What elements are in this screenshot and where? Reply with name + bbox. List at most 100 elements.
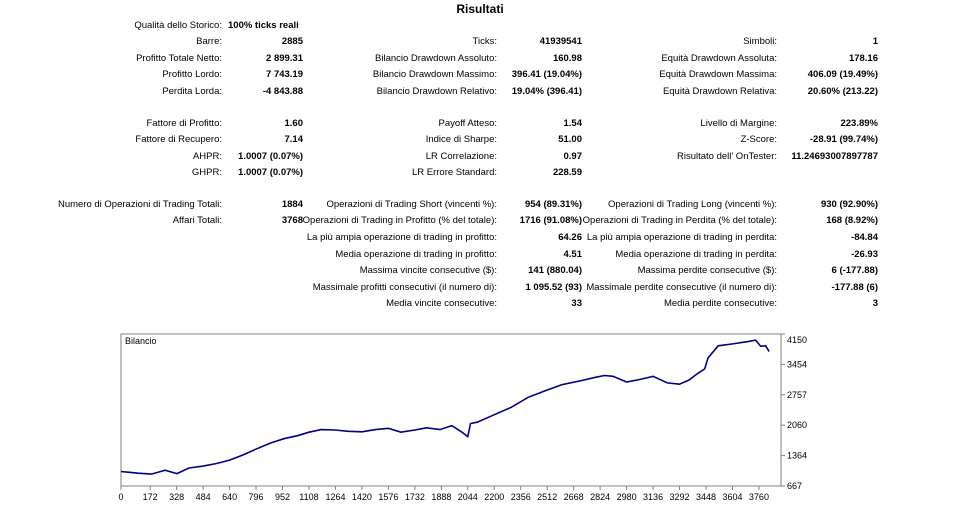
stat-label: Equità Drawdown Massima: [659, 69, 777, 80]
trade-stat-value: 3 [872, 298, 878, 309]
stat-label: Bilancio Drawdown Massimo: [372, 69, 497, 80]
stat-label: Ticks: [472, 36, 497, 47]
stat-row: Equità Drawdown Relativa: 20.60% (213.22) [0, 85, 960, 99]
trade-stat-value: 1716 (91.08%) [519, 215, 582, 226]
trade-stat-label: Massima perdite consecutive ($): [637, 265, 777, 276]
x-tick-label: 2512 [537, 492, 557, 502]
trade-stat-row: Massima perdite consecutive ($): 6 (-177.… [0, 264, 960, 278]
x-tick-label: 2200 [484, 492, 504, 502]
trade-stat-row: La più ampia operazione di trading in pe… [0, 231, 960, 245]
trade-stat-row: Operazioni di Trading in Perdita (% del … [0, 214, 960, 228]
trade-stat-label: Massimale perdite consecutive (il numero… [586, 282, 777, 293]
x-tick-label: 3760 [749, 492, 769, 502]
trade-stat-value: 168 (8.92%) [826, 215, 878, 226]
trade-stat-value: 930 (92.90%) [820, 199, 878, 210]
stat-value: 7.14 [284, 134, 304, 145]
trade-stat-label: Affari Totali: [172, 215, 222, 226]
trade-stat-value: 141 (880.04) [528, 265, 582, 276]
stat-value: -4 843.88 [262, 86, 303, 97]
stat-row: AHPR: 1.0007 (0.07%) [0, 150, 960, 164]
trade-stat-row: Media vincite consecutive: 33 [0, 297, 960, 311]
y-tick-label: 3454 [787, 359, 807, 369]
stat-label: Barre: [196, 36, 222, 47]
stat-label: Fattore di Recupero: [135, 134, 222, 145]
x-tick-label: 484 [196, 492, 211, 502]
x-tick-label: 2668 [564, 492, 584, 502]
x-tick-label: 3292 [670, 492, 690, 502]
stat-value: 1.54 [563, 118, 583, 129]
trade-stat-label: Operazioni di Trading Long (vincenti %): [608, 199, 777, 210]
trade-stat-row: Media perdite consecutive: 3 [0, 297, 960, 311]
chart-title: Bilancio [125, 336, 157, 346]
stat-row: Fattore di Recupero: 7.14 [0, 133, 960, 147]
x-tick-label: 796 [249, 492, 264, 502]
stat-label: Profitto Lordo: [162, 69, 222, 80]
x-tick-label: 1732 [405, 492, 425, 502]
trade-stat-row: Affari Totali: 3768 [0, 214, 960, 228]
stat-label: Perdita Lorda: [162, 86, 222, 97]
stat-row: Simboli: 1 [0, 35, 960, 49]
balance-chart-svg: Bilancio 4150 3454 2757 2060 1364 667 0 172 328 48… [118, 333, 807, 502]
trade-stat-value: 33 [571, 298, 582, 309]
stat-value: 11.24693007897787 [791, 151, 878, 162]
stat-row: Ticks: 41939541 [0, 35, 960, 49]
stat-row: GHPR: 1.0007 (0.07%) [0, 166, 960, 180]
stat-label: Livello di Margine: [700, 118, 777, 129]
stat-value: 406.09 (19.49%) [807, 69, 878, 80]
stat-label: LR Errore Standard: [411, 167, 497, 178]
x-tick-label: 952 [275, 492, 290, 502]
stat-row: Perdita Lorda: -4 843.88 [0, 85, 960, 99]
x-tick-label: 3136 [643, 492, 663, 502]
trade-stat-row: Operazioni di Trading Short (vincenti %)… [0, 198, 960, 212]
trade-stat-label: La più ampia operazione di trading in pe… [586, 232, 777, 243]
y-tick-label: 2757 [787, 390, 807, 400]
stat-value: 2 899.31 [266, 53, 303, 64]
trade-stat-label: Massimale profitti consecutivi (il numer… [312, 282, 497, 293]
x-tick-label: 1420 [352, 492, 372, 502]
stat-label: Equità Drawdown Assoluta: [661, 53, 777, 64]
stat-value: 2885 [281, 36, 303, 47]
balance-series-line [120, 339, 770, 475]
stat-row: Indice di Sharpe: 51.00 [0, 133, 960, 147]
x-tick-label: 640 [222, 492, 237, 502]
chart-frame [120, 333, 782, 487]
stat-row: Profitto Lordo: 7 743.19 [0, 68, 960, 82]
stat-row: Profitto Totale Netto: 2 899.31 [0, 52, 960, 66]
trade-stat-label: Operazioni di Trading in Profitto (% del… [302, 215, 497, 226]
stat-value: 20.60% (213.22) [807, 86, 878, 97]
stat-value: 0.97 [563, 151, 583, 162]
stat-row: Fattore di Profitto: 1.60 [0, 117, 960, 131]
x-tick-label: 1576 [378, 492, 398, 502]
stat-row: LR Correlazione: 0.97 [0, 150, 960, 164]
trade-stat-value: 6 (-177.88) [831, 265, 878, 276]
trade-stat-value: -26.93 [851, 249, 878, 260]
stat-value: 160.98 [552, 53, 582, 64]
trade-stat-label: Operazioni di Trading Short (vincenti %)… [326, 199, 497, 210]
trade-stat-row: Media operazione di trading in profitto:… [0, 248, 960, 262]
x-tick-label: 3604 [722, 492, 742, 502]
trade-stat-label: Media operazione di trading in perdita: [615, 249, 777, 260]
stat-value: 41939541 [539, 36, 582, 47]
x-tick-label: 1264 [325, 492, 345, 502]
stat-value: 228.59 [552, 167, 582, 178]
y-tick-label: 2060 [787, 420, 807, 430]
stat-value: 7 743.19 [266, 69, 303, 80]
trade-stat-row: Massima vincite consecutive ($): 141 (880… [0, 264, 960, 278]
stat-row: Livello di Margine: 223.89% [0, 117, 960, 131]
stat-row: Bilancio Drawdown Assoluto: 160.98 [0, 52, 960, 66]
trade-stat-row: Massimale profitti consecutivi (il numer… [0, 281, 960, 295]
trade-stat-value: -177.88 (6) [831, 282, 878, 293]
stat-label: Payoff Atteso: [438, 118, 497, 129]
trade-stat-value: 1884 [281, 199, 303, 210]
trade-stat-label: Media perdite consecutive: [663, 298, 777, 309]
stat-label: Equità Drawdown Relativa: [662, 86, 777, 97]
trade-stat-row: La più ampia operazione di trading in pr… [0, 231, 960, 245]
trade-stat-row: Operazioni di Trading Long (vincenti %):… [0, 198, 960, 212]
x-tick-label: 2356 [511, 492, 531, 502]
stat-label: Bilancio Drawdown Assoluto: [375, 53, 497, 64]
stat-row: LR Errore Standard: 228.59 [0, 166, 960, 180]
trade-stat-value: 3768 [281, 215, 303, 226]
trade-stat-label: Media vincite consecutive: [386, 298, 497, 309]
trade-stat-row: Numero di Operazioni di Trading Totali: 1… [0, 198, 960, 212]
x-tick-label: 1888 [431, 492, 451, 502]
